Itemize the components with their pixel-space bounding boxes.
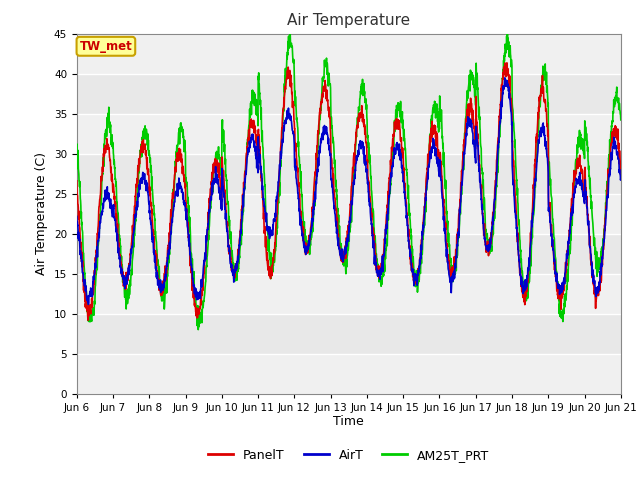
AM25T_PRT [617,117,625,123]
AirT [617,176,625,181]
PanelT [225,249,232,254]
AirT [376,266,384,272]
PanelT [503,60,511,66]
PanelT [508,96,515,102]
Line: PanelT: PanelT [77,63,621,320]
Bar [77,114,621,154]
PanelT [376,268,384,274]
Line: AM25T_PRT: AM25T_PRT [77,34,621,330]
AM25T_PRT [584,159,592,165]
Text: TW_met: TW_met [79,40,132,53]
Y-axis label: Air Temperature (C): Air Temperature (C) [35,152,48,275]
Bar [77,354,621,394]
PanelT [617,173,625,179]
Bar [77,34,621,73]
AirT [225,244,232,250]
PanelT [584,217,592,223]
Bar [77,274,621,313]
X-axis label: Time: Time [333,415,364,429]
PanelT [365,178,372,184]
AM25T_PRT [195,327,202,333]
AirT [584,222,592,228]
AirT [570,205,577,211]
Title: Air Temperature: Air Temperature [287,13,410,28]
Bar [77,193,621,234]
AM25T_PRT [286,31,294,36]
AirT [84,301,92,307]
Legend: PanelT, AirT, AM25T_PRT: PanelT, AirT, AM25T_PRT [203,444,495,467]
AM25T_PRT [73,146,81,152]
AirT [508,109,515,115]
AM25T_PRT [225,219,232,225]
AM25T_PRT [570,195,577,201]
PanelT [84,317,92,323]
PanelT [570,180,577,186]
AirT [501,75,509,81]
Line: AirT: AirT [77,78,621,304]
AM25T_PRT [365,151,372,156]
AirT [365,189,372,194]
PanelT [73,178,81,184]
AM25T_PRT [508,58,515,63]
AirT [73,214,81,219]
AM25T_PRT [377,277,385,283]
